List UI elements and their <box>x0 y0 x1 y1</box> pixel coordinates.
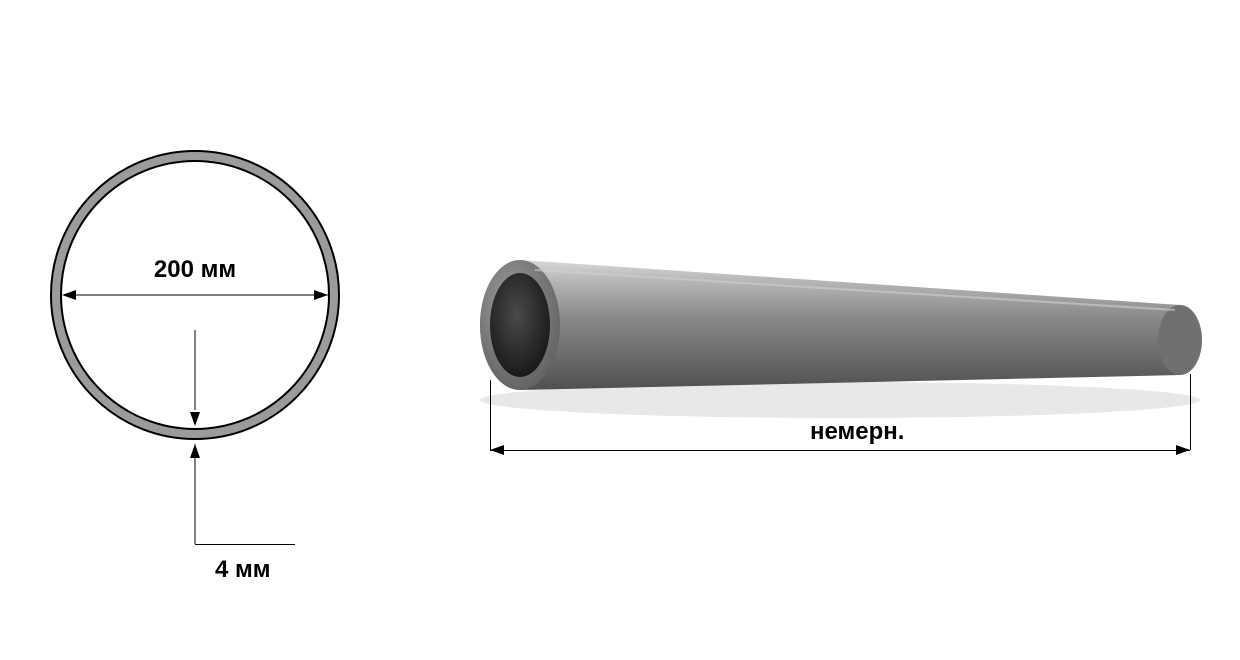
cross-section-view: 200 мм 4 мм <box>50 150 340 440</box>
pipe-far-end <box>1158 305 1202 375</box>
thickness-arrow-top <box>190 412 200 426</box>
length-arrow-left <box>490 445 504 455</box>
thickness-extension-line <box>195 544 295 545</box>
length-label: немерн. <box>810 418 904 446</box>
diameter-dimension-line <box>64 295 330 296</box>
pipe-bore-hole <box>490 273 550 377</box>
length-arrow-right <box>1176 445 1190 455</box>
thickness-leader-top <box>195 330 196 410</box>
diameter-label: 200 мм <box>154 256 236 284</box>
thickness-arrow-bottom <box>190 444 200 458</box>
pipe-svg <box>460 200 1210 430</box>
pipe-outer-ring: 200 мм <box>50 150 340 440</box>
pipe-3d-view <box>460 200 1210 430</box>
length-extension-left <box>490 380 491 450</box>
thickness-leader-bottom <box>195 444 196 544</box>
length-dimension-line <box>490 450 1190 451</box>
diameter-arrow-left <box>62 290 76 300</box>
diameter-arrow-right <box>314 290 328 300</box>
length-extension-right <box>1190 374 1191 450</box>
pipe-body <box>480 260 1191 390</box>
diagram-container: 200 мм 4 мм <box>0 0 1240 660</box>
thickness-label: 4 мм <box>215 556 271 584</box>
